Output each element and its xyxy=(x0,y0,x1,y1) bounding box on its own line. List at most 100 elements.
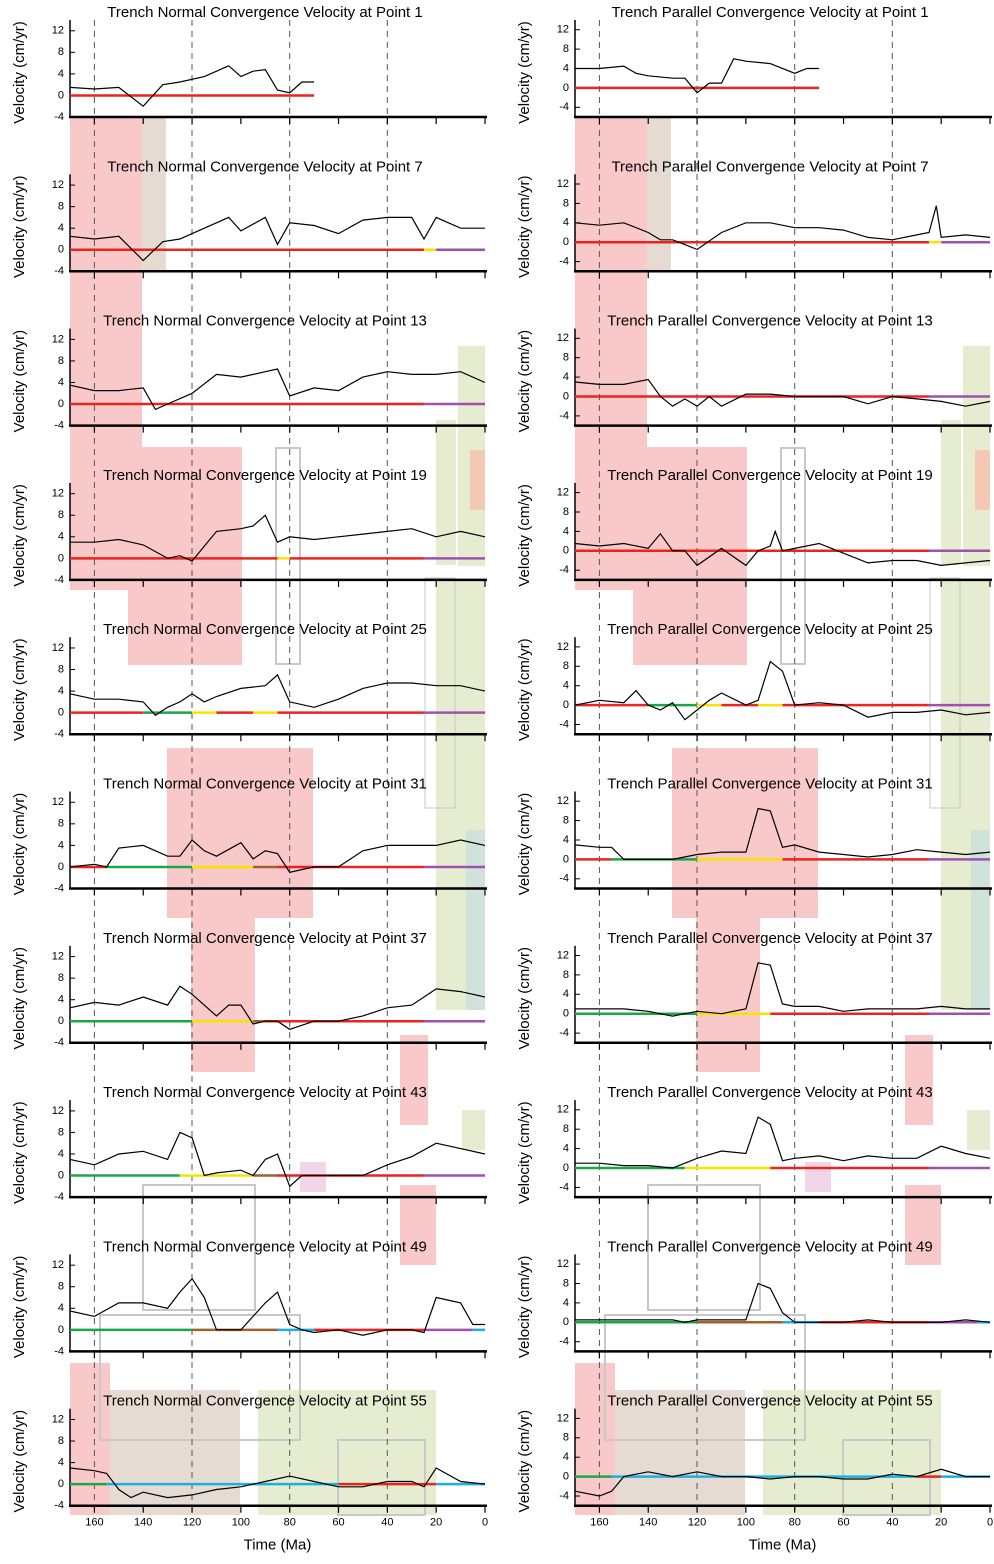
y-tick-label: 4 xyxy=(58,1302,64,1314)
y-tick-label: 12 xyxy=(52,1259,64,1271)
panel-title: Trench Normal Convergence Velocity at Po… xyxy=(103,1393,427,1410)
y-tick-label: 8 xyxy=(563,1432,569,1444)
y-tick-label: 0 xyxy=(563,390,569,402)
y-tick-label: 8 xyxy=(58,972,64,984)
panel-title: Trench Normal Convergence Velocity at Po… xyxy=(103,775,427,792)
y-axis-label: Velocity (cm/yr) xyxy=(516,1101,533,1204)
y-tick-label: 12 xyxy=(52,1105,64,1117)
y-tick-label: 0 xyxy=(58,89,64,101)
y-tick-label: 4 xyxy=(58,222,64,234)
panel-title: Trench Normal Convergence Velocity at Po… xyxy=(107,158,422,175)
y-tick-label: 8 xyxy=(58,1126,64,1138)
velocity-line xyxy=(69,985,486,1030)
x-tick-label: 140 xyxy=(134,1517,152,1529)
y-axis-label: Velocity (cm/yr) xyxy=(11,1410,28,1513)
y-tick-label: 8 xyxy=(563,660,569,672)
y-tick-label: 4 xyxy=(563,988,569,1000)
velocity-line xyxy=(69,673,486,717)
y-tick-label: 0 xyxy=(58,1478,64,1490)
x-tick-label: 160 xyxy=(590,1517,608,1529)
y-tick-label: 0 xyxy=(58,552,64,564)
y-tick-label: 12 xyxy=(557,949,569,961)
y-tick-label: 8 xyxy=(58,201,64,213)
y-tick-label: 4 xyxy=(58,376,64,388)
panel-title: Trench Normal Convergence Velocity at Po… xyxy=(103,1084,427,1101)
panel-title: Trench Normal Convergence Velocity at Po… xyxy=(107,4,422,21)
y-axis-label: Velocity (cm/yr) xyxy=(516,1256,533,1359)
x-axis-label: Time (Ma) xyxy=(244,1537,312,1554)
y-tick-label: -4 xyxy=(54,265,64,277)
y-tick-label: 0 xyxy=(58,1169,64,1181)
y-tick-label: 12 xyxy=(557,24,569,36)
velocity-line xyxy=(69,216,485,262)
y-tick-label: -4 xyxy=(54,882,64,894)
y-tick-label: 8 xyxy=(563,1123,569,1135)
y-tick-label: -4 xyxy=(54,1500,64,1512)
y-tick-label: 4 xyxy=(563,525,569,537)
x-tick-label: 100 xyxy=(737,1517,755,1529)
y-tick-label: 0 xyxy=(58,398,64,410)
x-tick-label: 140 xyxy=(639,1517,657,1529)
y-tick-label: 8 xyxy=(563,969,569,981)
y-axis-label: Velocity (cm/yr) xyxy=(516,793,533,896)
y-tick-label: -4 xyxy=(54,111,64,123)
y-tick-label: 0 xyxy=(58,861,64,873)
y-tick-label: 12 xyxy=(557,641,569,653)
velocity-line xyxy=(69,1467,486,1499)
y-tick-label: -4 xyxy=(559,1336,569,1348)
x-tick-label: 120 xyxy=(688,1517,706,1529)
y-tick-label: 8 xyxy=(563,43,569,55)
panel-title: Trench Parallel Convergence Velocity at … xyxy=(607,930,932,947)
y-axis-label: Velocity (cm/yr) xyxy=(516,1410,533,1513)
y-tick-label: 4 xyxy=(563,217,569,229)
velocity-line xyxy=(70,514,486,562)
panel-title: Trench Parallel Convergence Velocity at … xyxy=(607,621,932,638)
y-tick-label: 8 xyxy=(563,352,569,364)
y-tick-label: 0 xyxy=(563,1162,569,1174)
velocity-line xyxy=(69,65,315,108)
velocity-line xyxy=(575,1282,991,1323)
y-tick-label: 12 xyxy=(52,488,64,500)
y-tick-label: 4 xyxy=(563,680,569,692)
x-tick-label: 40 xyxy=(381,1517,393,1529)
y-tick-label: 8 xyxy=(58,1435,64,1447)
x-tick-label: 0 xyxy=(987,1517,993,1529)
y-tick-label: 0 xyxy=(563,1008,569,1020)
panel-title: Trench Parallel Convergence Velocity at … xyxy=(607,1393,932,1410)
velocity-line xyxy=(574,807,991,860)
y-tick-label: 12 xyxy=(52,642,64,654)
y-tick-label: 8 xyxy=(58,1281,64,1293)
velocity-line xyxy=(69,1131,486,1188)
velocity-line xyxy=(574,660,991,721)
x-tick-label: 0 xyxy=(482,1517,488,1529)
y-axis-label: Velocity (cm/yr) xyxy=(516,330,533,433)
y-tick-label: 4 xyxy=(58,531,64,543)
y-tick-label: -4 xyxy=(559,718,569,730)
y-tick-label: 12 xyxy=(557,1104,569,1116)
velocity-line xyxy=(574,1468,990,1497)
velocity-line xyxy=(574,205,991,251)
panel-title: Trench Parallel Convergence Velocity at … xyxy=(611,158,928,175)
y-tick-label: -4 xyxy=(54,420,64,432)
velocity-line xyxy=(69,1277,485,1336)
velocity-line xyxy=(69,368,486,411)
panel-title: Trench Normal Convergence Velocity at Po… xyxy=(103,467,427,484)
y-tick-label: -4 xyxy=(559,1181,569,1193)
x-tick-label: 100 xyxy=(232,1517,250,1529)
velocity-line xyxy=(575,962,990,1017)
panel-title: Trench Parallel Convergence Velocity at … xyxy=(607,775,932,792)
y-tick-label: 8 xyxy=(563,1277,569,1289)
y-tick-label: 4 xyxy=(563,1451,569,1463)
velocity-line xyxy=(574,529,991,567)
y-tick-label: -4 xyxy=(54,728,64,740)
panel-title: Trench Parallel Convergence Velocity at … xyxy=(607,313,932,330)
y-tick-label: 0 xyxy=(563,545,569,557)
x-tick-label: 80 xyxy=(789,1517,801,1529)
y-tick-label: 12 xyxy=(557,332,569,344)
y-tick-label: 4 xyxy=(58,1456,64,1468)
y-tick-label: 12 xyxy=(557,487,569,499)
y-axis-label: Velocity (cm/yr) xyxy=(11,638,28,741)
y-tick-label: 0 xyxy=(58,1324,64,1336)
y-tick-label: 8 xyxy=(563,197,569,209)
